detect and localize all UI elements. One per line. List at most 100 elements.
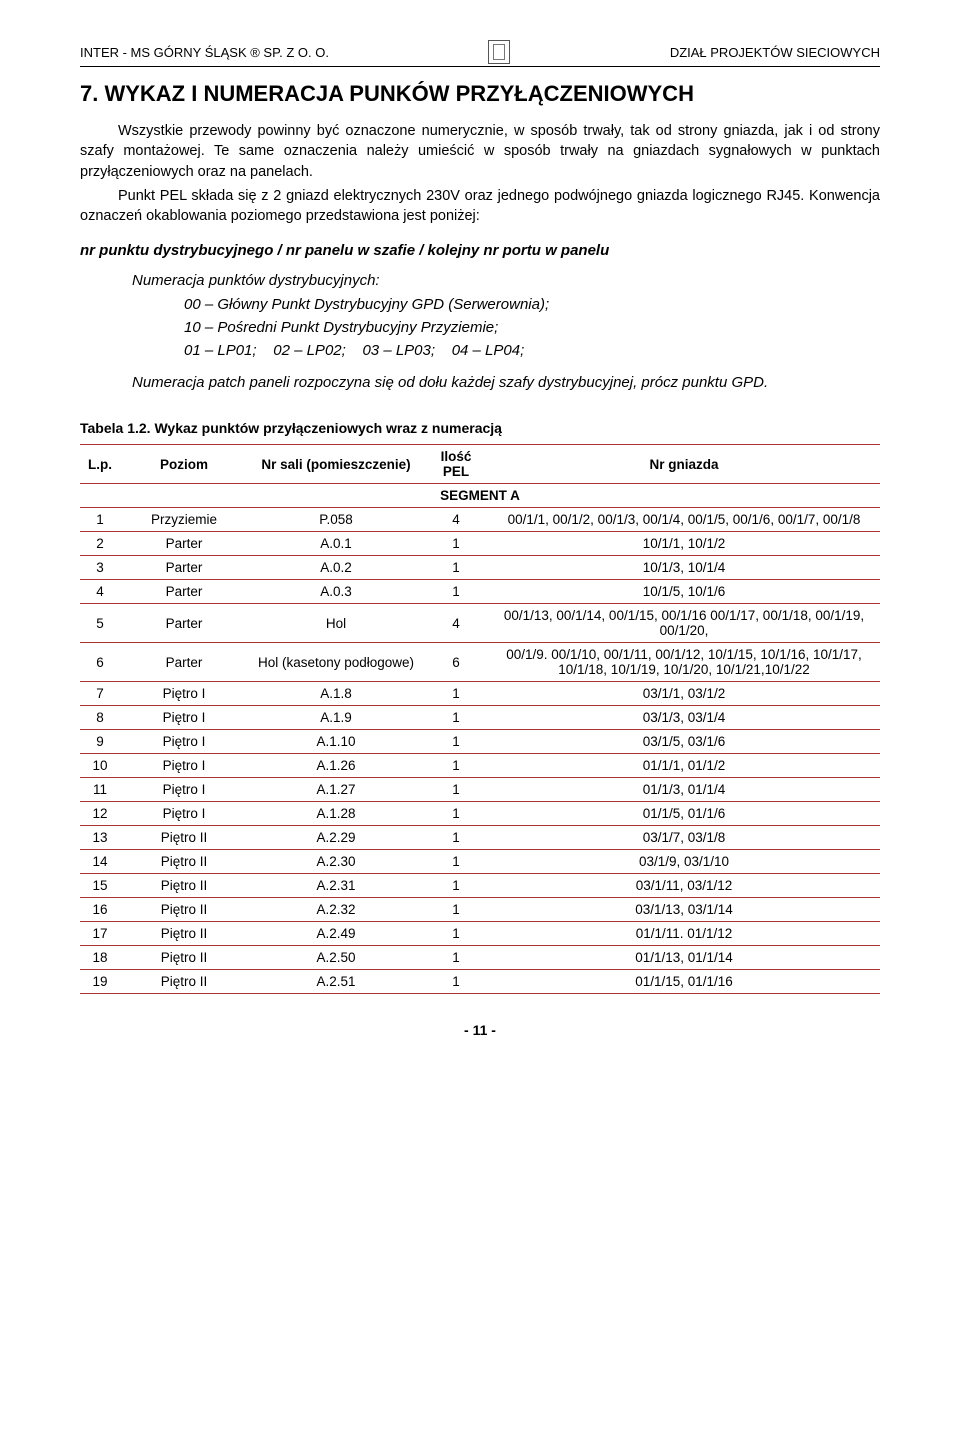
page: INTER - MS GÓRNY ŚLĄSK ® SP. Z O. O. DZI…	[0, 0, 960, 1068]
col-gniazdo: Nr gniazda	[488, 445, 880, 484]
cell-lp: 15	[80, 874, 120, 898]
paragraph-1: Wszystkie przewody powinny być oznaczone…	[80, 121, 880, 182]
cell-sala: A.2.50	[248, 946, 424, 970]
cell-lp: 16	[80, 898, 120, 922]
table-row: 11Piętro IA.1.27101/1/3, 01/1/4	[80, 778, 880, 802]
header-right: DZIAŁ PROJEKTÓW SIECIOWYCH	[670, 45, 880, 60]
cell-poziom: Piętro II	[120, 826, 248, 850]
cell-poziom: Przyziemie	[120, 508, 248, 532]
cell-lp: 10	[80, 754, 120, 778]
cell-lp: 4	[80, 580, 120, 604]
cell-gniazdo: 03/1/11, 03/1/12	[488, 874, 880, 898]
col-ilosc: Ilość PEL	[424, 445, 488, 484]
col-sala: Nr sali (pomieszczenie)	[248, 445, 424, 484]
cell-gniazdo: 03/1/13, 03/1/14	[488, 898, 880, 922]
cell-ilosc: 1	[424, 970, 488, 994]
cell-sala: A.1.28	[248, 802, 424, 826]
table-caption: Tabela 1.2. Wykaz punktów przyłączeniowy…	[80, 420, 880, 436]
cell-sala: A.1.27	[248, 778, 424, 802]
cell-sala: A.0.2	[248, 556, 424, 580]
cell-ilosc: 1	[424, 874, 488, 898]
bold-convention-line: nr punktu dystrybucyjnego / nr panelu w …	[80, 242, 880, 259]
header-left: INTER - MS GÓRNY ŚLĄSK ® SP. Z O. O.	[80, 45, 329, 60]
cell-lp: 18	[80, 946, 120, 970]
cell-lp: 14	[80, 850, 120, 874]
cell-gniazdo: 01/1/11. 01/1/12	[488, 922, 880, 946]
table-row: 1PrzyziemieP.058400/1/1, 00/1/2, 00/1/3,…	[80, 508, 880, 532]
numbering-line-2: 00 – Główny Punkt Dystrybucyjny GPD (Ser…	[184, 293, 880, 316]
cell-poziom: Piętro II	[120, 922, 248, 946]
cell-sala: Hol (kasetony podłogowe)	[248, 643, 424, 682]
cell-lp: 17	[80, 922, 120, 946]
cell-ilosc: 1	[424, 898, 488, 922]
cell-lp: 2	[80, 532, 120, 556]
table-row: 5ParterHol400/1/13, 00/1/14, 00/1/15, 00…	[80, 604, 880, 643]
points-table: L.p. Poziom Nr sali (pomieszczenie) Iloś…	[80, 444, 880, 994]
table-row: 15Piętro IIA.2.31103/1/11, 03/1/12	[80, 874, 880, 898]
cell-poziom: Parter	[120, 604, 248, 643]
segment-row: SEGMENT A	[80, 484, 880, 508]
cell-poziom: Piętro II	[120, 850, 248, 874]
cell-ilosc: 1	[424, 754, 488, 778]
table-row: 14Piętro IIA.2.30103/1/9, 03/1/10	[80, 850, 880, 874]
cell-ilosc: 1	[424, 706, 488, 730]
cell-gniazdo: 10/1/5, 10/1/6	[488, 580, 880, 604]
table-row: 18Piętro IIA.2.50101/1/13, 01/1/14	[80, 946, 880, 970]
cell-sala: P.058	[248, 508, 424, 532]
cell-ilosc: 1	[424, 850, 488, 874]
cell-poziom: Piętro I	[120, 802, 248, 826]
cell-sala: A.2.30	[248, 850, 424, 874]
cell-ilosc: 1	[424, 532, 488, 556]
cell-gniazdo: 10/1/3, 10/1/4	[488, 556, 880, 580]
cell-sala: A.1.10	[248, 730, 424, 754]
cell-poziom: Parter	[120, 532, 248, 556]
numbering-line-1: Numeracja punktów dystrybucyjnych:	[132, 269, 880, 292]
cell-ilosc: 4	[424, 508, 488, 532]
logo-icon	[488, 40, 510, 64]
cell-gniazdo: 00/1/1, 00/1/2, 00/1/3, 00/1/4, 00/1/5, …	[488, 508, 880, 532]
cell-gniazdo: 03/1/7, 03/1/8	[488, 826, 880, 850]
cell-sala: A.2.51	[248, 970, 424, 994]
table-row: 3ParterA.0.2110/1/3, 10/1/4	[80, 556, 880, 580]
cell-poziom: Parter	[120, 643, 248, 682]
cell-lp: 8	[80, 706, 120, 730]
cell-sala: A.1.9	[248, 706, 424, 730]
table-row: 7Piętro IA.1.8103/1/1, 03/1/2	[80, 682, 880, 706]
cell-ilosc: 1	[424, 778, 488, 802]
cell-poziom: Piętro I	[120, 754, 248, 778]
cell-lp: 12	[80, 802, 120, 826]
segment-label: SEGMENT A	[80, 484, 880, 508]
cell-gniazdo: 00/1/9. 00/1/10, 00/1/11, 00/1/12, 10/1/…	[488, 643, 880, 682]
cell-lp: 5	[80, 604, 120, 643]
cell-poziom: Piętro II	[120, 874, 248, 898]
cell-poziom: Piętro I	[120, 730, 248, 754]
cell-sala: A.1.8	[248, 682, 424, 706]
page-footer: - 11 -	[80, 1022, 880, 1038]
table-row: 10Piętro IA.1.26101/1/1, 01/1/2	[80, 754, 880, 778]
cell-ilosc: 1	[424, 802, 488, 826]
table-body: 1PrzyziemieP.058400/1/1, 00/1/2, 00/1/3,…	[80, 508, 880, 994]
cell-gniazdo: 03/1/1, 03/1/2	[488, 682, 880, 706]
cell-lp: 13	[80, 826, 120, 850]
table-row: 19Piętro IIA.2.51101/1/15, 01/1/16	[80, 970, 880, 994]
cell-lp: 9	[80, 730, 120, 754]
cell-gniazdo: 01/1/15, 01/1/16	[488, 970, 880, 994]
cell-sala: A.0.1	[248, 532, 424, 556]
cell-gniazdo: 03/1/3, 03/1/4	[488, 706, 880, 730]
table-header-row: L.p. Poziom Nr sali (pomieszczenie) Iloś…	[80, 445, 880, 484]
cell-ilosc: 1	[424, 556, 488, 580]
cell-lp: 6	[80, 643, 120, 682]
table-row: 12Piętro IA.1.28101/1/5, 01/1/6	[80, 802, 880, 826]
cell-sala: A.2.32	[248, 898, 424, 922]
cell-lp: 3	[80, 556, 120, 580]
cell-ilosc: 1	[424, 580, 488, 604]
section-title: 7. WYKAZ I NUMERACJA PUNKÓW PRZYŁĄCZENIO…	[80, 81, 880, 107]
cell-sala: A.1.26	[248, 754, 424, 778]
cell-poziom: Parter	[120, 580, 248, 604]
col-lp: L.p.	[80, 445, 120, 484]
table-row: 8Piętro IA.1.9103/1/3, 03/1/4	[80, 706, 880, 730]
col-poziom: Poziom	[120, 445, 248, 484]
cell-lp: 19	[80, 970, 120, 994]
table-row: 13Piętro IIA.2.29103/1/7, 03/1/8	[80, 826, 880, 850]
cell-gniazdo: 01/1/5, 01/1/6	[488, 802, 880, 826]
